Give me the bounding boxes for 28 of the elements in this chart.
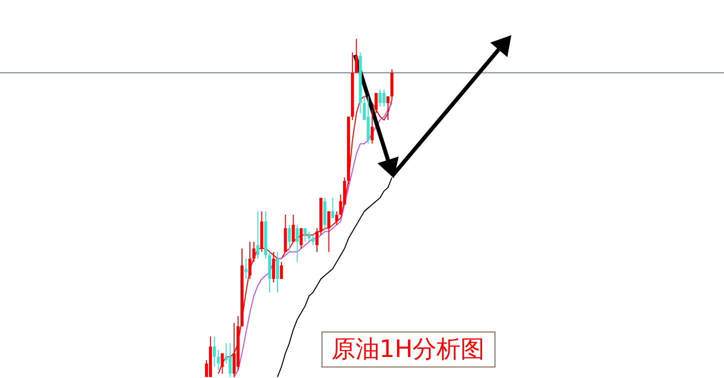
candlestick bbox=[304, 228, 307, 242]
candlestick bbox=[331, 197, 334, 219]
candlestick bbox=[212, 336, 216, 368]
candlestick bbox=[256, 210, 260, 260]
candlestick bbox=[308, 231, 311, 242]
candlestick bbox=[216, 349, 220, 371]
candlestick bbox=[248, 241, 252, 280]
candlestick bbox=[354, 38, 358, 74]
candlestick bbox=[284, 214, 287, 252]
candlestick bbox=[378, 89, 382, 108]
candlestick bbox=[327, 210, 330, 252]
candlestick bbox=[370, 109, 374, 144]
candlestick bbox=[268, 251, 272, 293]
candlestick bbox=[382, 89, 386, 108]
candlestick bbox=[315, 228, 318, 252]
candlestick bbox=[288, 224, 291, 252]
candlestick bbox=[300, 228, 303, 250]
candlestick bbox=[280, 262, 283, 280]
annotation: 原油1H分析图 bbox=[331, 335, 485, 363]
candlestick bbox=[228, 342, 232, 378]
candlestick bbox=[276, 251, 280, 293]
candlestick bbox=[366, 96, 370, 144]
candlestick bbox=[272, 251, 276, 283]
candlestick bbox=[292, 214, 295, 242]
candlestick bbox=[323, 197, 326, 232]
candlestick bbox=[296, 224, 299, 263]
candlestick bbox=[335, 210, 338, 226]
candlestick bbox=[252, 241, 256, 263]
